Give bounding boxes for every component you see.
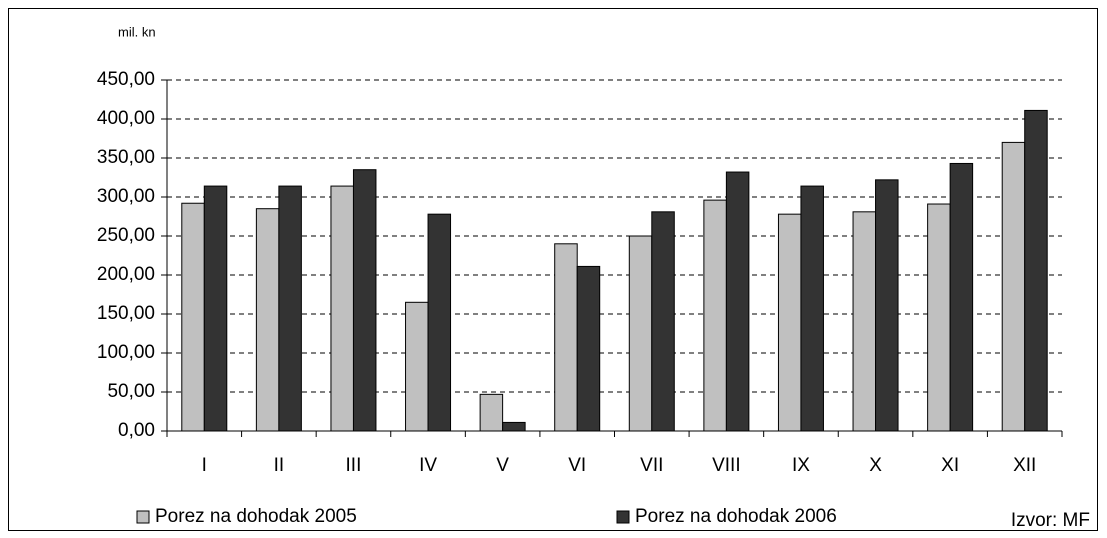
bar <box>927 203 951 432</box>
y-tick-label: 450,00 <box>97 69 155 90</box>
bar <box>703 199 727 432</box>
bar <box>875 179 899 432</box>
y-tick-label: 350,00 <box>97 147 155 168</box>
y-tick-label: 0,00 <box>118 420 155 441</box>
bar <box>576 265 601 432</box>
bar <box>725 171 750 432</box>
bar <box>427 213 452 432</box>
y-tick-label: 150,00 <box>97 303 155 324</box>
legend-label: Porez na dohodak 2006 <box>635 506 837 527</box>
x-tick-label: XII <box>1013 455 1036 476</box>
x-tick-label: VII <box>640 455 663 476</box>
x-tick-label: X <box>869 455 882 476</box>
bar <box>949 162 974 432</box>
y-tick-label: 100,00 <box>97 342 155 363</box>
bar <box>479 393 504 432</box>
bar <box>852 211 877 432</box>
legend-swatch <box>136 510 150 524</box>
bar <box>800 185 824 432</box>
y-tick-label: 50,00 <box>107 381 155 402</box>
legend-label: Porez na dohodak 2005 <box>155 506 357 527</box>
bar <box>554 243 578 432</box>
x-tick-label: XI <box>941 455 959 476</box>
y-tick-label: 200,00 <box>97 264 155 285</box>
legend-swatch <box>616 510 630 524</box>
bar <box>502 421 526 432</box>
bar <box>777 213 802 432</box>
unit-label: mil. kn <box>118 24 156 39</box>
y-tick-label: 300,00 <box>97 186 155 207</box>
bar <box>628 235 653 432</box>
x-tick-label: II <box>274 455 285 476</box>
bar <box>278 185 302 432</box>
bar <box>255 208 280 432</box>
bar <box>1001 141 1026 432</box>
bar <box>330 185 354 432</box>
y-tick-label: 400,00 <box>97 108 155 129</box>
x-tick-label: V <box>496 455 509 476</box>
x-tick-label: IV <box>419 455 437 476</box>
source-note: Izvor: MF <box>1011 510 1090 531</box>
bar <box>405 301 429 432</box>
x-tick-label: VIII <box>712 455 741 476</box>
bar <box>1024 109 1048 432</box>
x-tick-label: III <box>346 455 362 476</box>
y-tick-label: 250,00 <box>97 225 155 246</box>
bar <box>181 202 205 432</box>
bar <box>651 211 675 432</box>
x-tick-label: IX <box>792 455 810 476</box>
x-tick-label: VI <box>568 455 586 476</box>
bar <box>203 185 228 432</box>
bar <box>352 169 377 432</box>
x-tick-label: I <box>202 455 207 476</box>
